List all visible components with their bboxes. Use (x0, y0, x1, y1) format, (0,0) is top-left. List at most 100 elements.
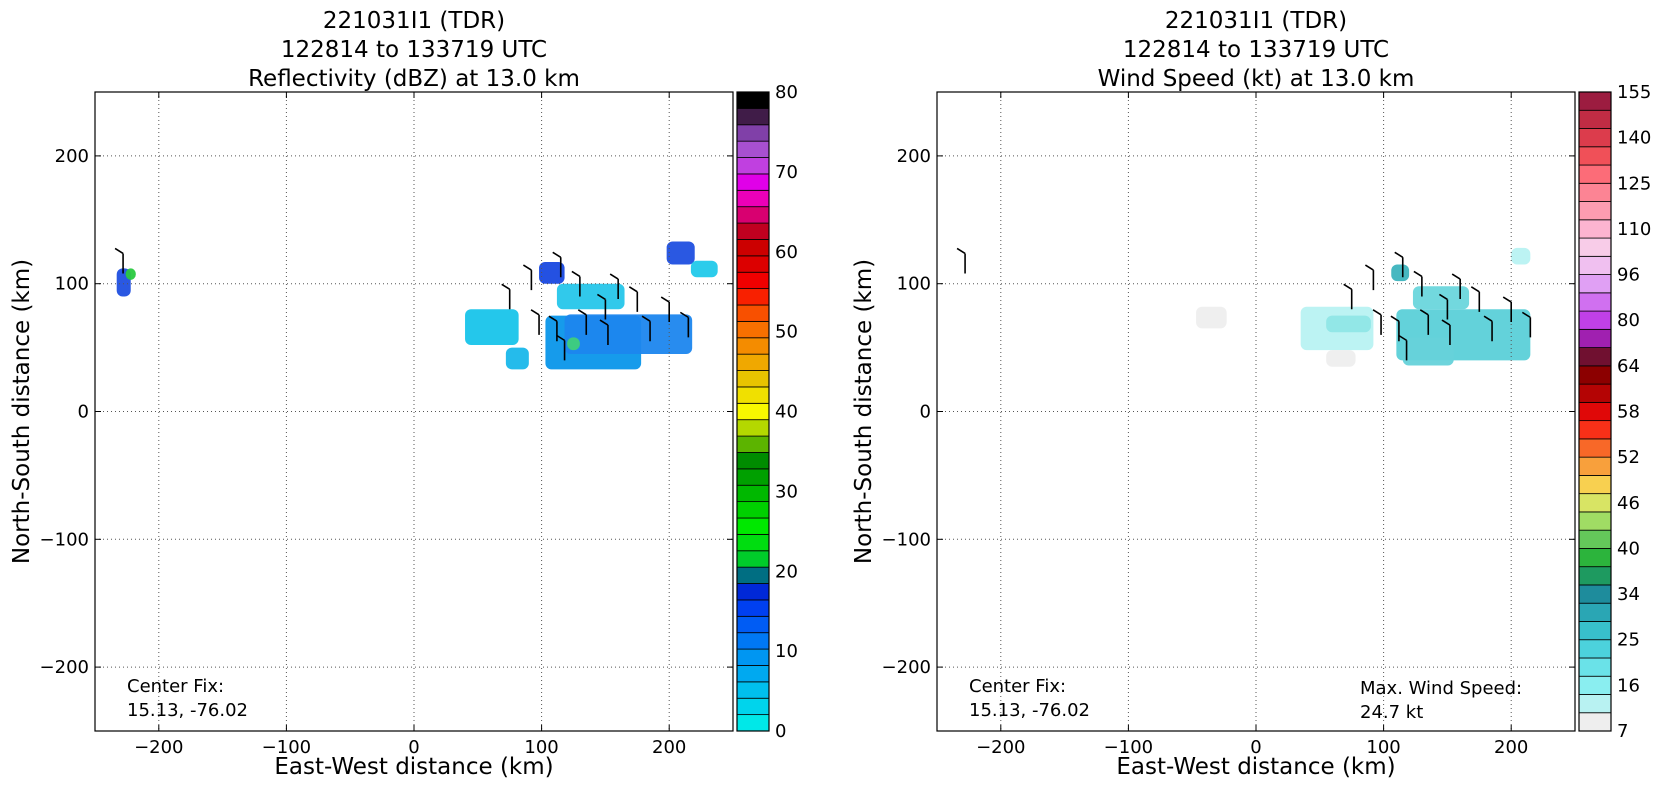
wind-barb (1441, 319, 1451, 346)
wind-barb (1521, 311, 1532, 338)
colorbar-tick-label: 52 (1617, 447, 1640, 468)
panel-reflectivity: 221031I1 (TDR) 122814 to 133719 UTC Reflec… (9, 8, 798, 780)
colorbar-swatch (736, 615, 770, 634)
colorbar-tick-label: 110 (1617, 219, 1651, 240)
colorbar-swatch (736, 583, 770, 601)
colorbar-swatch (1578, 201, 1612, 221)
colorbar-swatch (1578, 712, 1612, 732)
x-axis: −200 −100 0 100 200 (134, 92, 686, 758)
echo-layer (116, 241, 718, 370)
colorbar-swatch (1578, 639, 1612, 659)
wind-barb (956, 247, 966, 274)
title-line: Reflectivity (dBZ) at 13.0 km (248, 66, 580, 92)
colorbar-tick-label: 25 (1617, 630, 1640, 651)
x-axis-label: East-West distance (km) (274, 754, 553, 780)
title-line: 122814 to 133719 UTC (1123, 37, 1389, 63)
colorbar-tick-label: 16 (1617, 675, 1640, 696)
colorbar-swatch (736, 157, 770, 175)
echo-cell (690, 260, 718, 278)
colorbar-tick-label: 30 (775, 481, 798, 502)
x-tick-label: −200 (976, 737, 1025, 758)
echo-cell (1412, 286, 1470, 310)
colorbar-frame (1578, 91, 1612, 732)
colorbar-swatch (1578, 456, 1612, 476)
colorbar-tick-label: 10 (775, 641, 798, 662)
colorbar-swatch (1578, 347, 1612, 367)
colorbar-tick-label: 0 (775, 721, 786, 742)
colorbar-swatch (736, 468, 770, 486)
colorbar-swatch (736, 173, 770, 191)
chart-title: 221031I1 (TDR) 122814 to 133719 UTC Reflec… (248, 8, 580, 92)
annotation-line: Center Fix: (127, 676, 224, 697)
grid (95, 92, 733, 731)
wind-barb (114, 247, 124, 274)
colorbar-swatch (736, 550, 770, 568)
colorbar-swatch (736, 353, 770, 371)
colorbar-tick-label: 20 (775, 561, 798, 582)
colorbar-swatch (1578, 621, 1612, 641)
echo-cell (1391, 264, 1410, 282)
colorbar-swatch (736, 419, 770, 437)
colorbar-frame (736, 91, 770, 732)
colorbar-swatch (1578, 529, 1612, 549)
colorbar-tick-label: 64 (1617, 356, 1640, 377)
annotation-line: 15.13, -76.02 (969, 700, 1090, 721)
colorbar-swatch (736, 222, 770, 240)
colorbar-swatch (736, 665, 770, 683)
echo-cell (1511, 247, 1531, 265)
y-tick-label: 100 (897, 274, 931, 295)
colorbar-tick-label: 125 (1617, 173, 1651, 194)
x-tick-label: 100 (1366, 737, 1400, 758)
colorbar-swatch (1578, 292, 1612, 312)
colorbar-swatch (1578, 548, 1612, 568)
colorbar-swatch (1578, 511, 1612, 531)
x-axis-label: East-West distance (km) (1116, 754, 1395, 780)
colorbar-swatch (736, 501, 770, 519)
wind-barb (571, 270, 581, 297)
colorbar-tick-label: 80 (1617, 310, 1640, 331)
wind-barb (609, 273, 619, 300)
annotation-line: 15.13, -76.02 (127, 700, 248, 721)
title-line: 122814 to 133719 UTC (281, 37, 547, 63)
colorbar-tick-label: 155 (1617, 82, 1651, 103)
colorbar-swatch (736, 271, 770, 290)
plot-area (95, 92, 733, 731)
colorbar-swatch (1578, 675, 1612, 695)
colorbar-swatch (736, 648, 770, 666)
colorbar-swatch (1578, 438, 1612, 458)
colorbar-tick-label: 96 (1617, 265, 1640, 286)
y-tick-label: 200 (55, 146, 89, 167)
colorbar-swatch (1578, 328, 1612, 349)
colorbar-swatch (736, 452, 770, 470)
y-axis: −200 −100 0 100 200 (40, 146, 733, 678)
echo-cell (539, 261, 565, 284)
y-axis-label: North-South distance (km) (851, 259, 877, 564)
title-line: 221031I1 (TDR) (323, 8, 505, 34)
wind-barb (1483, 315, 1493, 342)
wind-barb (1343, 283, 1353, 310)
colorbar-swatch (736, 697, 770, 716)
max-wind-annotation: Max. Wind Speed: 24.7 kt (1360, 678, 1522, 723)
echo-cell (1326, 350, 1356, 367)
colorbar-tick-label: 50 (775, 322, 798, 343)
wind-barb (596, 293, 607, 320)
colorbar-swatch (736, 140, 770, 158)
max-wind-line: 24.7 kt (1360, 702, 1423, 723)
x-tick-label: −200 (134, 737, 183, 758)
y-tick-label: 0 (78, 402, 89, 423)
wind-barb (1413, 270, 1423, 297)
echo-cell (556, 283, 625, 310)
wind-barb (1372, 309, 1382, 335)
y-tick-label: −200 (40, 657, 89, 678)
colorbar-swatch (1578, 602, 1612, 622)
wind-barb (501, 283, 511, 310)
colorbar-swatch (736, 533, 770, 552)
x-axis: −200 −100 0 100 200 (976, 92, 1528, 758)
colorbar: 0 10 20 30 40 50 60 70 80 (736, 82, 798, 742)
colorbar-swatch (736, 599, 770, 617)
colorbar-swatch (1578, 164, 1612, 184)
wind-barb (1438, 293, 1449, 320)
wind-barb (1419, 309, 1430, 335)
wind-barb (577, 309, 588, 335)
